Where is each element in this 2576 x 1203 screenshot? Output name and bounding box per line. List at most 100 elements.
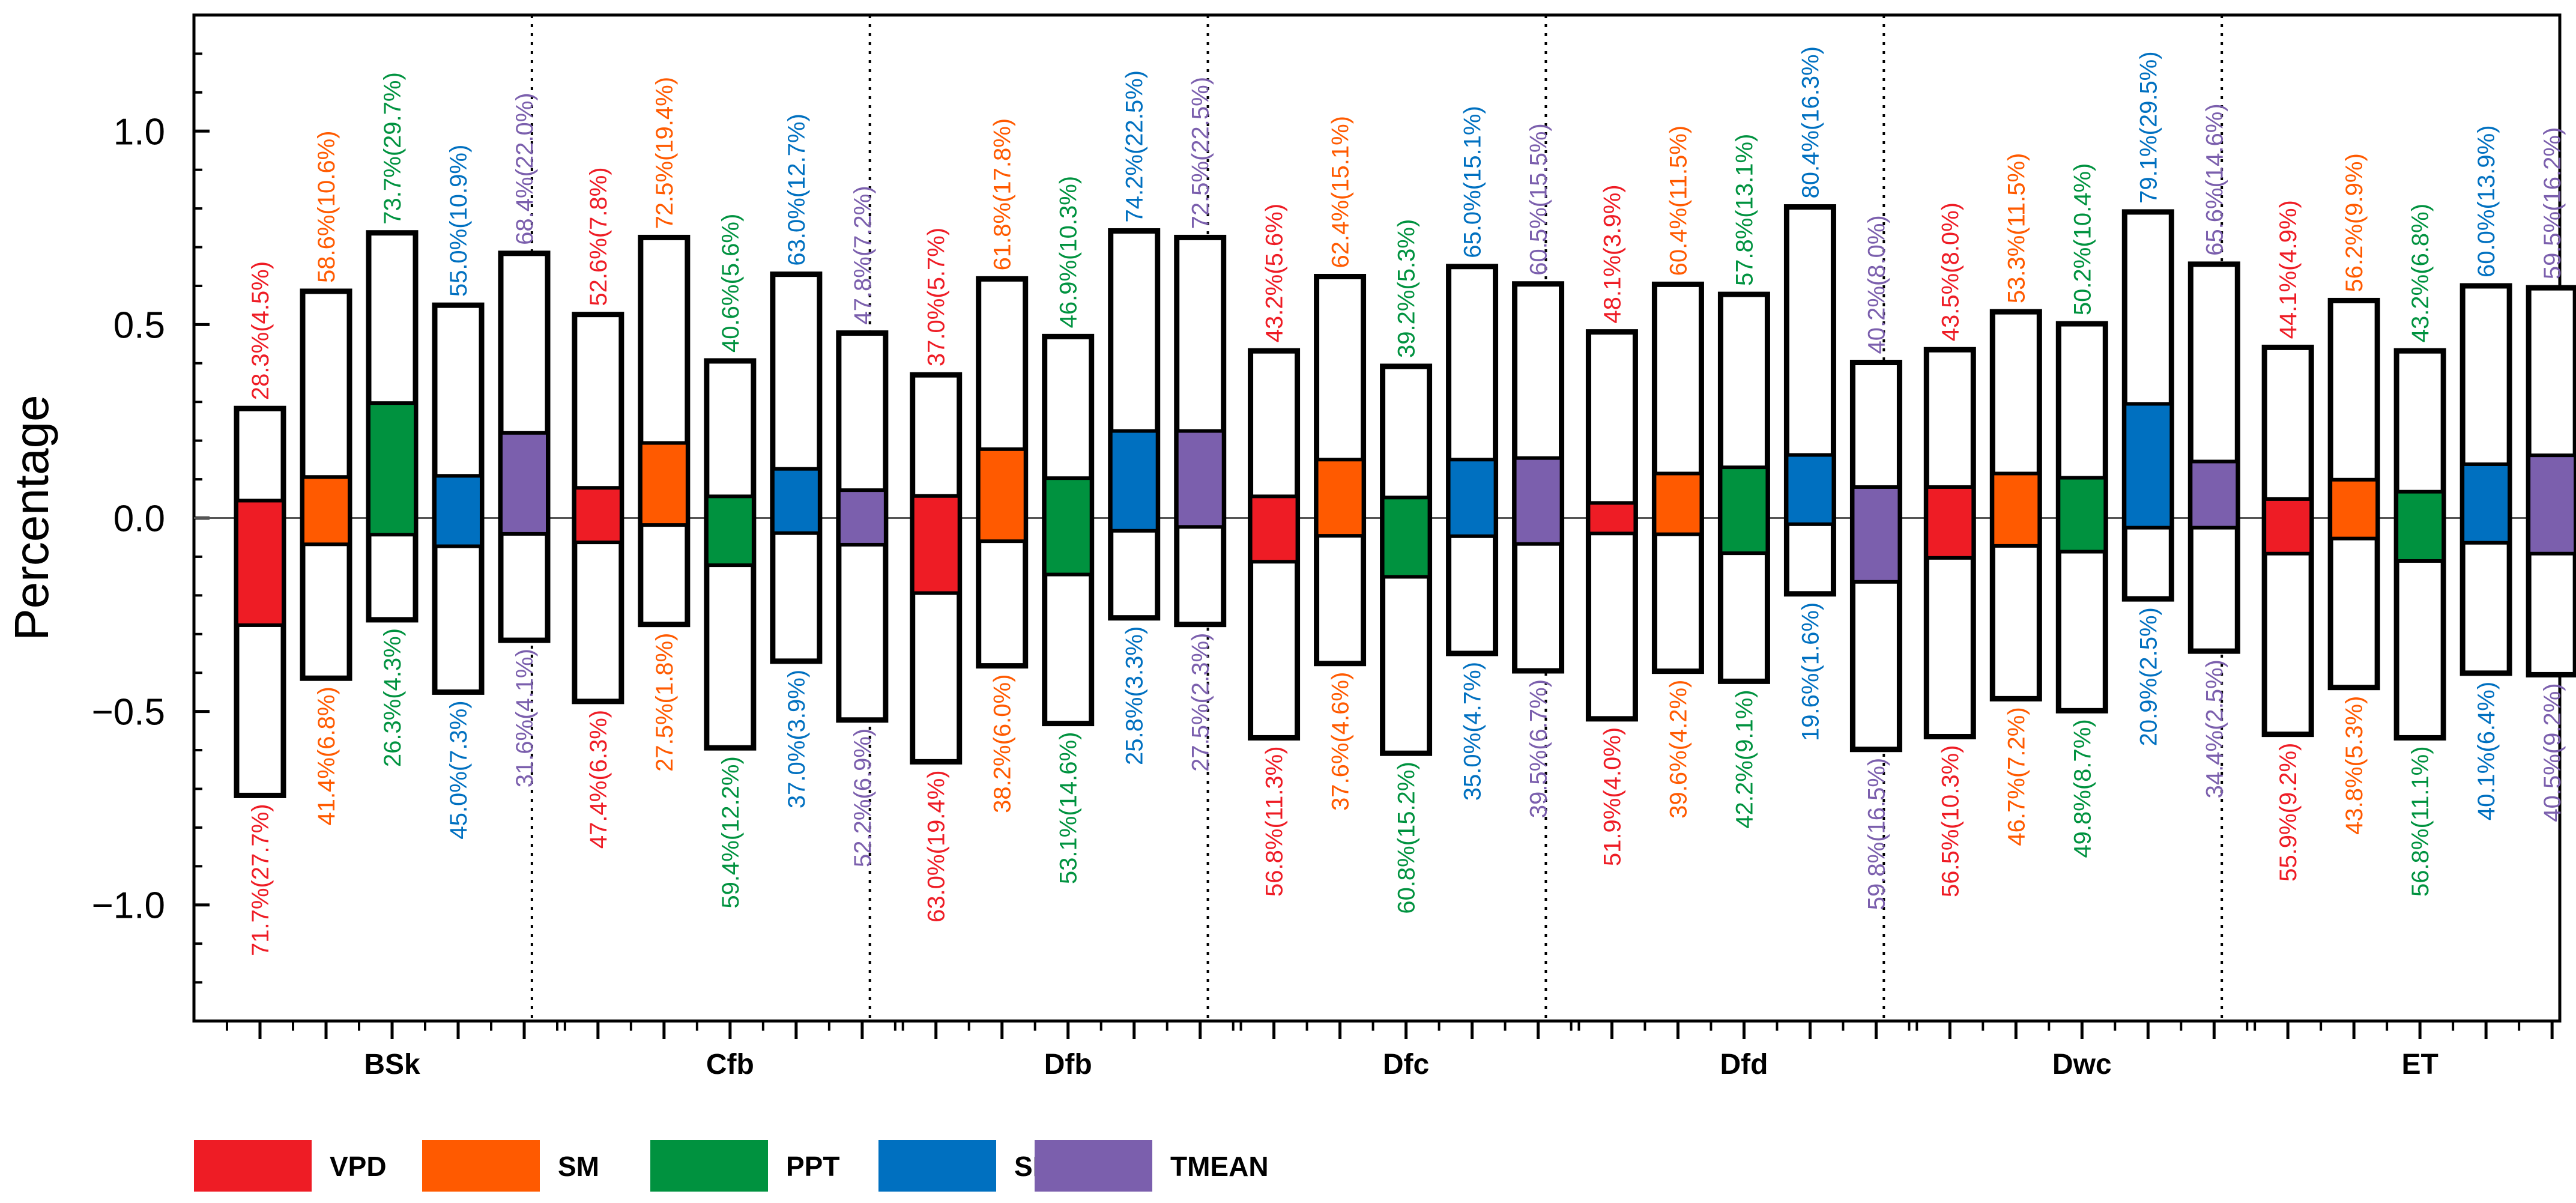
bar-inner-vpd xyxy=(910,494,961,595)
bar-pos-label: 40.6%(5.6%) xyxy=(718,214,744,353)
category-label: BSk xyxy=(364,1049,420,1080)
y-axis: −1.0 −0.5 0.0 0.5 1.0 xyxy=(92,52,210,984)
bar-neg-label: 71.7%(27.7%) xyxy=(247,804,274,956)
bar-pos-label: 47.8%(7.2%) xyxy=(850,186,876,324)
legend-label-tmean: TMEAN xyxy=(1170,1151,1269,1182)
bar-pos-label: 61.8%(17.8%) xyxy=(990,118,1016,270)
bar-inner-tmean xyxy=(1175,429,1226,529)
bar-neg-label: 45.0%(7.3%) xyxy=(446,700,472,839)
y-tick-label: −1.0 xyxy=(92,885,165,927)
bar-pos-label: 40.2%(8.0%) xyxy=(1863,215,1890,354)
y-tick-label: −0.5 xyxy=(92,692,165,733)
bar-neg-label: 26.3%(4.3%) xyxy=(379,628,406,767)
bar-pos-label: 60.4%(11.5%) xyxy=(1665,126,1692,276)
bar-inner-srad xyxy=(1447,458,1498,538)
bar-pos-label: 60.0%(13.9%) xyxy=(2473,125,2500,277)
bar-pos-label: 56.2%(9.9%) xyxy=(2341,153,2368,292)
bar-pos-label: 46.9%(10.3%) xyxy=(1056,176,1082,328)
y-tick-label: 0.5 xyxy=(113,305,165,346)
bar-neg-label: 42.2%(9.1%) xyxy=(1731,689,1758,828)
bar-neg-label: 39.5%(6.7%) xyxy=(1526,679,1552,818)
bar-pos-label: 63.0%(12.7%) xyxy=(784,114,810,265)
bar-pos-label: 53.3%(11.5%) xyxy=(2003,153,2030,304)
bar-inner-vpd xyxy=(1248,494,1299,564)
legend: VPDSMPPTSRADTMEAN xyxy=(194,1140,1269,1192)
bar-neg-label: 59.8%(16.5%) xyxy=(1863,758,1890,910)
legend-label-vpd: VPD xyxy=(330,1151,387,1182)
bar-inner-srad xyxy=(770,467,821,535)
bar-inner-ppt xyxy=(1042,476,1093,577)
bar-neg-label: 39.6%(4.2%) xyxy=(1665,680,1692,819)
bar-inner-ppt xyxy=(704,494,755,568)
bar-neg-label: 40.5%(9.2%) xyxy=(2539,683,2566,822)
bar-neg-label: 47.4%(6.3%) xyxy=(585,710,612,849)
bar-inner-srad xyxy=(1785,453,1836,526)
bar-neg-label: 41.4%(6.8%) xyxy=(313,686,340,825)
bar-pos-label: 73.7%(29.7%) xyxy=(379,72,406,224)
legend-swatch-ppt xyxy=(650,1140,768,1192)
bar-inner-srad xyxy=(433,474,483,548)
bar-pos-label: 79.1%(29.5%) xyxy=(2135,51,2162,203)
y-tick-label: 1.0 xyxy=(113,111,165,153)
bar-pos-label: 48.1%(3.9%) xyxy=(1599,184,1625,323)
bar-neg-label: 19.6%(1.6%) xyxy=(1797,602,1824,741)
group-separators xyxy=(530,15,2224,1021)
bar-inner-vpd xyxy=(572,486,623,545)
bar-inner-sm xyxy=(301,475,351,547)
bar-pos-label: 72.5%(22.5%) xyxy=(1188,77,1214,229)
bar-neg-label: 35.0%(4.7%) xyxy=(1460,662,1486,801)
bar-neg-label: 56.5%(10.3%) xyxy=(1937,745,1964,897)
bar-pos-label: 65.0%(15.1%) xyxy=(1460,106,1486,258)
bar-inner-sm xyxy=(1314,458,1365,538)
bar-neg-label: 43.8%(5.3%) xyxy=(2341,696,2368,835)
bar-pos-label: 57.8%(13.1%) xyxy=(1731,134,1758,286)
bar-pos-label: 62.4%(15.1%) xyxy=(1328,116,1354,268)
bar-neg-label: 31.6%(4.1%) xyxy=(512,649,538,787)
bar-neg-label: 25.8%(3.3%) xyxy=(1122,626,1148,765)
bar-neg-label: 49.8%(8.7%) xyxy=(2069,719,2096,858)
bar-neg-label: 52.2%(6.9%) xyxy=(850,729,876,867)
category-label: Dfb xyxy=(1044,1049,1092,1080)
category-label: ET xyxy=(2401,1049,2438,1080)
bar-pos-label: 43.2%(6.8%) xyxy=(2407,204,2434,342)
bar-pos-label: 60.5%(15.5%) xyxy=(1526,123,1552,275)
bar-pos-label: 55.0%(10.9%) xyxy=(446,145,472,297)
bar-inner-srad xyxy=(2461,462,2512,545)
bar-inner-sm xyxy=(1652,471,1704,536)
bar-inner-tmean xyxy=(1851,485,1902,584)
bar-pos-label: 43.5%(8.0%) xyxy=(1937,202,1964,341)
legend-label-sm: SM xyxy=(558,1151,599,1182)
legend-swatch-tmean xyxy=(1035,1140,1152,1192)
bar-outer-tmean xyxy=(2187,261,2240,654)
bar-pos-label: 28.3%(4.5%) xyxy=(247,261,274,400)
bar-inner-tmean xyxy=(836,488,887,547)
bar-inner-ppt xyxy=(2395,489,2446,563)
bar-neg-label: 56.8%(11.3%) xyxy=(1262,746,1288,897)
bar-outer-srad xyxy=(1108,228,1161,621)
bar-outer-srad xyxy=(1783,204,1836,597)
bar-neg-label: 59.4%(12.2%) xyxy=(718,756,744,908)
bar-pos-label: 52.6%(7.8%) xyxy=(585,167,612,306)
bar-neg-label: 51.9%(4.0%) xyxy=(1599,727,1625,866)
bar-inner-sm xyxy=(976,447,1027,544)
bar-inner-ppt xyxy=(1719,465,1770,556)
bar-neg-label: 34.4%(2.5%) xyxy=(2201,659,2228,798)
bar-inner-vpd xyxy=(1924,485,1976,560)
bar-neg-label: 60.8%(15.2%) xyxy=(1394,762,1420,914)
category-label: Dfc xyxy=(1383,1049,1429,1080)
bar-neg-label: 63.0%(19.4%) xyxy=(924,770,950,922)
y-axis-label: Percentage xyxy=(5,395,58,640)
bar-pos-label: 80.4%(16.3%) xyxy=(1797,46,1824,198)
bar-neg-label: 38.2%(6.0%) xyxy=(990,674,1016,813)
bar-outer-sm xyxy=(638,234,691,628)
bar-inner-vpd xyxy=(1586,501,1637,536)
legend-swatch-sm xyxy=(422,1140,540,1192)
legend-swatch-vpd xyxy=(194,1140,312,1192)
y-tick-label: 0.0 xyxy=(113,498,165,540)
bar-inner-ppt xyxy=(2057,476,2108,554)
bar-pos-label: 43.2%(5.6%) xyxy=(1262,204,1288,342)
bar-inner-tmean xyxy=(2527,453,2576,556)
bar-inner-srad xyxy=(2123,402,2174,530)
bar-inner-vpd xyxy=(2263,497,2314,556)
